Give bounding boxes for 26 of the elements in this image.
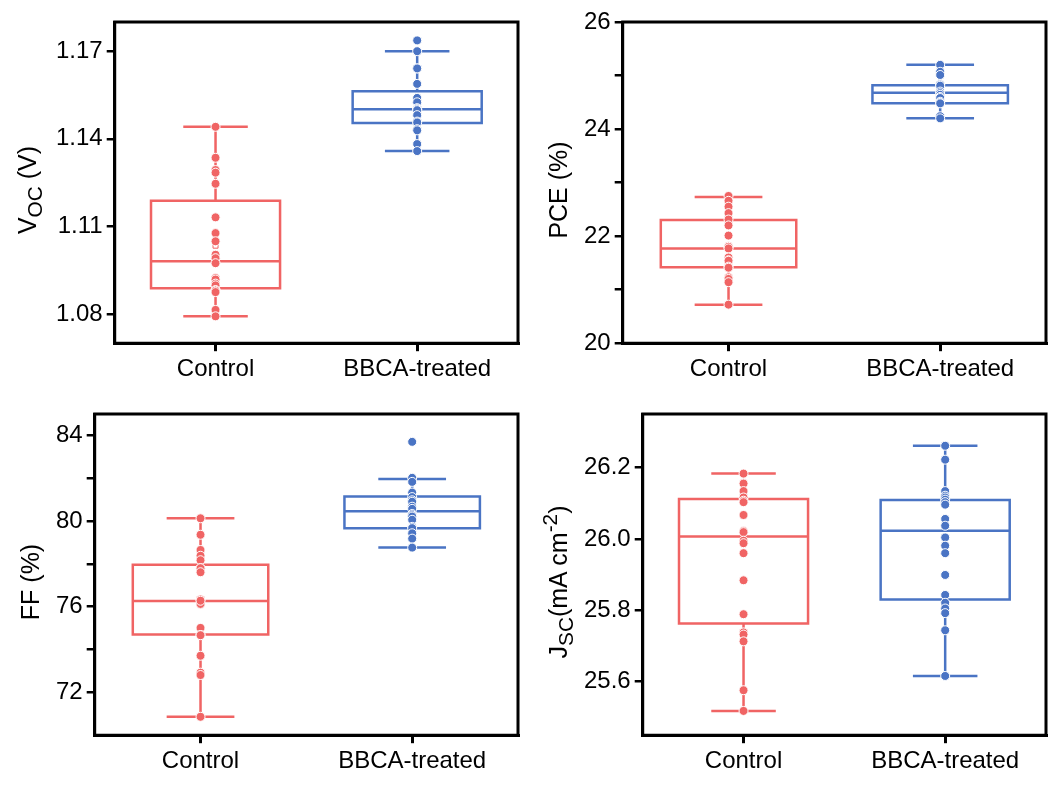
y-tick-label: 22: [583, 220, 611, 248]
y-tick-label: 26.2: [583, 452, 631, 480]
x-tick-label: Control: [176, 354, 255, 382]
y-axis-title: PCE (%): [543, 141, 573, 239]
y-tick-label: 76: [55, 591, 83, 619]
y-axis-title: FF (%): [15, 543, 45, 621]
y-tick-label: 1.17: [55, 35, 103, 63]
x-tick-label: BBCA-treated: [871, 746, 1020, 774]
y-tick-label: 84: [55, 420, 83, 448]
y-tick-label: 24: [583, 113, 611, 141]
y-tick-label: 80: [55, 505, 83, 533]
y-tick-label: 25.6: [583, 666, 631, 694]
y-tick-label: 1.14: [55, 123, 103, 151]
y-tick-label: 20: [583, 327, 611, 355]
y-tick-label: 26: [583, 6, 611, 34]
y-tick-label: 1.08: [55, 298, 103, 326]
y-tick-label: 25.8: [583, 594, 631, 622]
x-tick-label: Control: [689, 354, 768, 382]
y-tick-label: 26.0: [583, 523, 631, 551]
x-tick-label: BBCA-treated: [343, 354, 492, 382]
y-tick-label: 1.11: [57, 211, 103, 239]
x-tick-label: Control: [704, 746, 783, 774]
y-tick-label: 72: [55, 677, 83, 704]
x-tick-label: BBCA-treated: [338, 746, 487, 774]
x-tick-label: Control: [161, 746, 240, 774]
x-tick-label: BBCA-treated: [866, 354, 1015, 382]
